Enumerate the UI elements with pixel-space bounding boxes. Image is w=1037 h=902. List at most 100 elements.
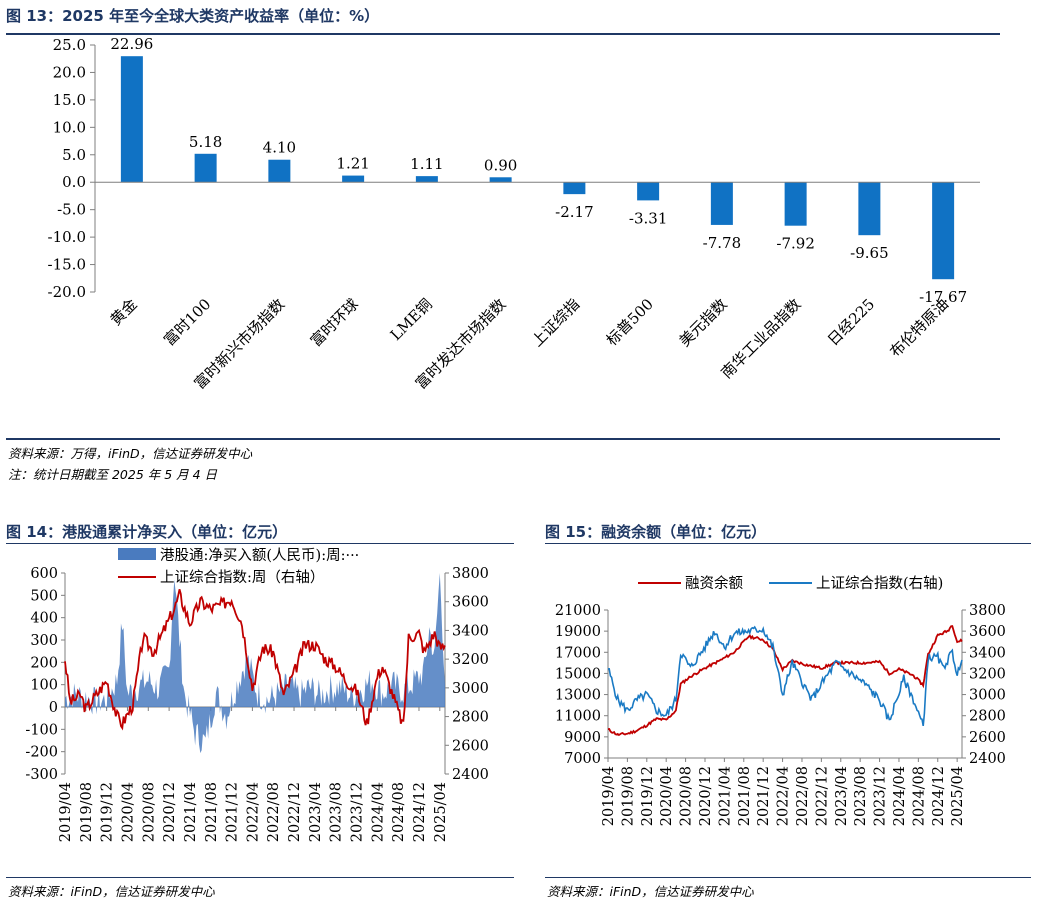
figure-13-bottom-rule xyxy=(6,438,1000,440)
figure-14-source: 资料来源：iFinD，信达证券研发中心 xyxy=(8,884,215,899)
bar-value-label: -9.65 xyxy=(850,244,888,262)
x-category-label: 上证综指 xyxy=(528,295,583,350)
asset-return-bar-chart: -20.0 -15.0 -10.0 -5.0 0.0 5.0 10.0 15.0 20.0 25.… xyxy=(48,35,980,393)
bar-value-label: 0.90 xyxy=(484,156,517,174)
x-tick-label: 2020/08 xyxy=(679,766,695,826)
x-category-label: 富时环球 xyxy=(307,295,362,350)
legend-label-net-buy: 港股通:净买入额(人民币):周:··· xyxy=(160,547,359,564)
left-tick-label: 600 xyxy=(30,566,58,582)
x-tick-label: 2021/04 xyxy=(717,766,733,826)
right-tick-label: 2800 xyxy=(452,710,489,726)
x-tick-label: 2020/12 xyxy=(698,766,714,826)
x-tick-label: 2019/08 xyxy=(79,782,95,842)
x-tick-label: 2021/08 xyxy=(737,766,753,826)
y-tick-label: 0.0 xyxy=(62,173,86,191)
left-tick-label: 400 xyxy=(30,611,58,627)
right-tick-label: 3000 xyxy=(452,681,489,697)
x-tick-label: 2022/08 xyxy=(795,766,811,826)
x-tick-label: 2021/12 xyxy=(756,766,772,826)
bar-value-label: 1.11 xyxy=(410,155,443,173)
x-tick-label: 2024/12 xyxy=(412,782,428,842)
left-tick-label: 19000 xyxy=(555,624,601,640)
x-tick-label: 2021/12 xyxy=(225,782,241,842)
x-category-label: 南华工业品指数 xyxy=(717,295,804,382)
legend-label-index: 上证综合指数(右轴) xyxy=(816,575,943,592)
x-category-label: 黄金 xyxy=(107,295,141,329)
left-tick-label: 11000 xyxy=(555,709,601,725)
margin-balance-line-series xyxy=(607,625,963,737)
shanghai-composite-line-series xyxy=(64,589,446,731)
legend-label-margin-balance: 融资余额 xyxy=(685,574,743,592)
figure-13-source: 资料来源：万得，iFinD，信达证券研发中心 xyxy=(8,446,253,461)
bar xyxy=(858,182,881,236)
left-tick-label: 100 xyxy=(30,678,58,694)
left-tick-label: -200 xyxy=(25,745,58,761)
x-tick-label: 2020/08 xyxy=(141,782,157,842)
x-tick-label: 2025/04 xyxy=(950,766,966,826)
legend-swatch-net-buy xyxy=(118,548,156,560)
y-tick-label: -20.0 xyxy=(48,283,86,301)
bar xyxy=(120,56,143,183)
bar-value-label: -7.92 xyxy=(776,235,814,253)
figure-14-title: 图 14：港股通累计净买入（单位：亿元） xyxy=(6,523,288,541)
x-tick-label: 2024/04 xyxy=(892,766,908,826)
left-tick-label: 500 xyxy=(30,588,58,604)
x-tick-label: 2022/12 xyxy=(814,766,830,826)
left-tick-label: 13000 xyxy=(555,688,601,704)
x-tick-label: 2023/04 xyxy=(308,782,324,842)
y-tick-label: 5.0 xyxy=(62,146,86,164)
x-category-label: 日经225 xyxy=(824,295,878,349)
left-tick-label: 300 xyxy=(30,633,58,649)
x-tick-label: 2024/08 xyxy=(391,782,407,842)
x-tick-label: 2024/04 xyxy=(370,782,386,842)
bar-value-label: 1.21 xyxy=(336,155,369,173)
bar-value-label: 4.10 xyxy=(263,139,296,157)
y-tick-label: -15.0 xyxy=(48,256,86,274)
x-tick-label: 2022/04 xyxy=(245,782,261,842)
bar xyxy=(563,182,586,195)
x-tick-label: 2020/04 xyxy=(659,766,675,826)
x-tick-label: 2021/08 xyxy=(204,782,220,842)
left-tick-label: -100 xyxy=(25,722,58,738)
figure-15-source: 资料来源：iFinD，信达证券研发中心 xyxy=(547,884,754,899)
left-tick-label: 0 xyxy=(49,700,58,716)
figure-13-title: 图 13：2025 年至今全球大类资产收益率（单位：%） xyxy=(6,7,380,25)
x-tick-label: 2023/08 xyxy=(853,766,869,826)
x-category-label: 美元指数 xyxy=(676,295,731,350)
shanghai-composite-line-series xyxy=(607,625,963,727)
bar-value-label: -17.67 xyxy=(919,288,967,306)
x-tick-label: 2020/12 xyxy=(162,782,178,842)
bar-value-label: -7.78 xyxy=(703,234,741,252)
x-tick-label: 2025/04 xyxy=(433,782,449,842)
x-tick-label: 2020/04 xyxy=(120,782,136,842)
southbound-net-buy-chart: -300 -200 -100 0 100 200 300 400 500 600 2400 2600 2… xyxy=(25,547,489,842)
figure-15-title: 图 15：融资余额（单位：亿元） xyxy=(545,523,767,541)
x-tick-label: 2023/12 xyxy=(350,782,366,842)
figure-14-top-rule xyxy=(6,543,514,544)
x-tick-label: 2024/08 xyxy=(911,766,927,826)
x-tick-label: 2019/04 xyxy=(601,766,617,826)
y-tick-label: -10.0 xyxy=(48,228,86,246)
left-tick-label: 17000 xyxy=(555,645,601,661)
right-tick-label: 3200 xyxy=(452,652,489,668)
bar xyxy=(489,177,512,183)
right-tick-label: 3400 xyxy=(969,645,1006,661)
bar xyxy=(932,182,955,280)
figure-13-top-rule xyxy=(6,33,1000,35)
legend-label-index: 上证综合指数:周（右轴） xyxy=(160,569,324,586)
x-tick-label: 2023/04 xyxy=(834,766,850,826)
right-tick-label: 3400 xyxy=(452,623,489,639)
bar-value-label: -2.17 xyxy=(555,203,593,221)
bar-value-label: -3.31 xyxy=(629,209,667,227)
x-tick-label: 2022/08 xyxy=(266,782,282,842)
y-tick-label: 10.0 xyxy=(53,118,86,136)
y-tick-label: 15.0 xyxy=(53,91,86,109)
bar xyxy=(710,182,733,225)
bar xyxy=(784,182,807,226)
y-tick-label: 25.0 xyxy=(53,36,86,54)
y-tick-label: -5.0 xyxy=(57,201,86,219)
right-tick-label: 3000 xyxy=(969,688,1006,704)
x-tick-label: 2019/12 xyxy=(100,782,116,842)
left-tick-label: 200 xyxy=(30,655,58,671)
right-tick-label: 2400 xyxy=(969,751,1006,767)
